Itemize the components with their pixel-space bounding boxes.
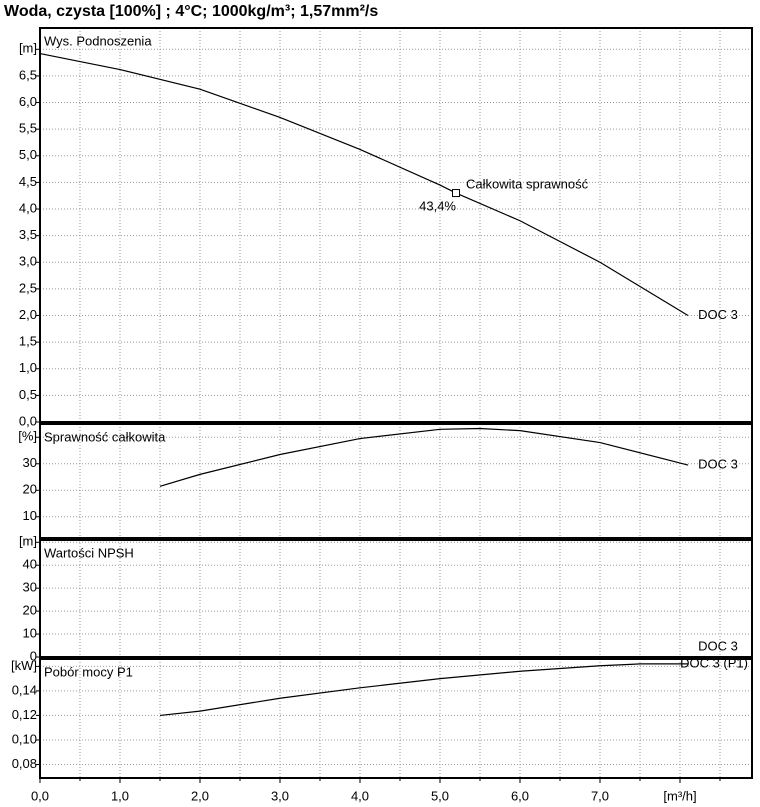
x-tick-label: 7,0 bbox=[591, 788, 609, 803]
curve bbox=[39, 52, 689, 317]
x-tick-label: 5,0 bbox=[431, 788, 449, 803]
y-tick-label: 2,5 bbox=[19, 280, 37, 295]
y-tick-label: 10 bbox=[23, 625, 37, 640]
y-tick-label: 20 bbox=[23, 482, 37, 497]
annotation-text: Całkowita sprawność bbox=[466, 176, 589, 191]
x-tick-label: 4,0 bbox=[351, 788, 369, 803]
y-tick-label: 4,5 bbox=[19, 174, 37, 189]
y-tick-label: 1,5 bbox=[19, 334, 37, 349]
y-tick-label: 10 bbox=[23, 508, 37, 523]
panel-frame bbox=[39, 423, 753, 539]
y-tick-label: 0,0 bbox=[19, 413, 37, 428]
y-tick-label: 40 bbox=[23, 557, 37, 572]
x-tick-label: [m³/h] bbox=[663, 788, 696, 803]
y-tick-label: 2,0 bbox=[19, 307, 37, 322]
y-tick-label: 6,0 bbox=[19, 94, 37, 109]
x-tick-label: 3,0 bbox=[271, 788, 289, 803]
x-tick-label: 0,0 bbox=[31, 788, 49, 803]
series-label: DOC 3 (P1) bbox=[680, 655, 748, 670]
panel-title: Wartości NPSH bbox=[44, 545, 134, 560]
y-tick-label: 3,5 bbox=[19, 227, 37, 242]
y-tick-label: 30 bbox=[23, 455, 37, 470]
y-tick-label: 0,12 bbox=[12, 707, 37, 722]
curve bbox=[159, 663, 688, 717]
y-tick-label: 5,0 bbox=[19, 147, 37, 162]
x-tick-label: 1,0 bbox=[111, 788, 129, 803]
panel-title: Sprawność całkowita bbox=[44, 429, 166, 444]
panel-title: Pobór mocy P1 bbox=[44, 664, 133, 679]
series-label: DOC 3 bbox=[698, 457, 738, 472]
panel-frame bbox=[39, 27, 753, 423]
panel-frame bbox=[39, 539, 753, 658]
x-tick-label: 2,0 bbox=[191, 788, 209, 803]
y-tick-label: [%] bbox=[18, 429, 37, 444]
panel-title: Wys. Podnoszenia bbox=[44, 33, 152, 48]
y-tick-label: 0,14 bbox=[12, 682, 37, 697]
y-tick-label: 0,08 bbox=[12, 756, 37, 771]
annotation-value: 43,4% bbox=[419, 198, 456, 213]
y-tick-label: 6,5 bbox=[19, 67, 37, 82]
panel-frame bbox=[39, 658, 753, 779]
y-tick-label: [m] bbox=[19, 534, 37, 549]
y-tick-label: 0,5 bbox=[19, 387, 37, 402]
series-label: DOC 3 bbox=[698, 307, 738, 322]
curve bbox=[159, 427, 689, 487]
y-tick-label: [m] bbox=[19, 41, 37, 56]
chart-title: Woda, czysta [100%] ; 4°C; 1000kg/m³; 1,… bbox=[4, 3, 378, 20]
y-tick-label: 20 bbox=[23, 603, 37, 618]
y-tick-label: 3,0 bbox=[19, 254, 37, 269]
operating-point bbox=[452, 189, 460, 198]
y-tick-label: 5,5 bbox=[19, 121, 37, 136]
y-tick-label: 4,0 bbox=[19, 200, 37, 215]
y-tick-label: 1,0 bbox=[19, 360, 37, 375]
y-tick-label: 30 bbox=[23, 580, 37, 595]
y-tick-label: 0,10 bbox=[12, 731, 37, 746]
series-label: DOC 3 bbox=[698, 638, 738, 653]
y-tick-label: [kW] bbox=[11, 658, 37, 673]
y-tick-label: 0 bbox=[30, 648, 37, 663]
x-tick-label: 6,0 bbox=[511, 788, 529, 803]
